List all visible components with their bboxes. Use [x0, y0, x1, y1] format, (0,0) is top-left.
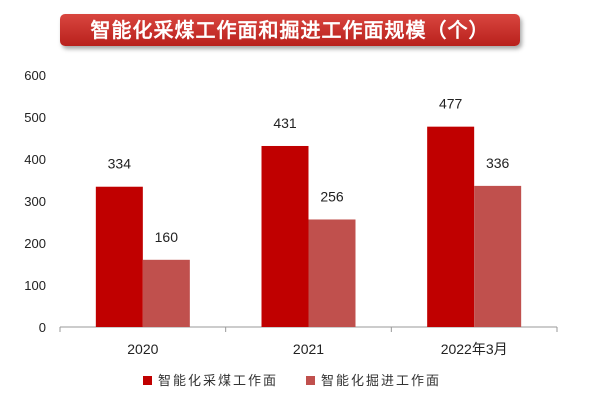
bar [308, 219, 356, 327]
bar [142, 259, 190, 327]
legend-swatch [143, 376, 152, 385]
y-tick-label: 0 [39, 320, 46, 335]
bar [95, 186, 143, 327]
y-tick-label: 300 [24, 194, 46, 209]
bar [261, 145, 309, 327]
chart-title: 智能化采煤工作面和掘进工作面规模（个） [60, 14, 520, 46]
bar [474, 185, 522, 327]
y-tick-label: 600 [24, 68, 46, 83]
y-tick-label: 500 [24, 110, 46, 125]
bar [427, 126, 475, 327]
x-tick-label: 2022年3月 [441, 341, 508, 357]
legend-label: 智能化采煤工作面 [158, 374, 278, 389]
data-label: 160 [155, 229, 179, 245]
y-tick-label: 100 [24, 278, 46, 293]
y-tick-label: 400 [24, 152, 46, 167]
x-tick-label: 2021 [293, 341, 324, 357]
data-label: 334 [108, 156, 132, 172]
data-label: 431 [273, 115, 297, 131]
data-label: 336 [486, 155, 510, 171]
data-label: 256 [320, 188, 344, 204]
y-tick-label: 200 [24, 236, 46, 251]
x-tick-label: 2020 [127, 341, 158, 357]
data-label: 477 [439, 96, 463, 112]
legend-label: 智能化掘进工作面 [321, 374, 441, 389]
legend-swatch [306, 376, 315, 385]
